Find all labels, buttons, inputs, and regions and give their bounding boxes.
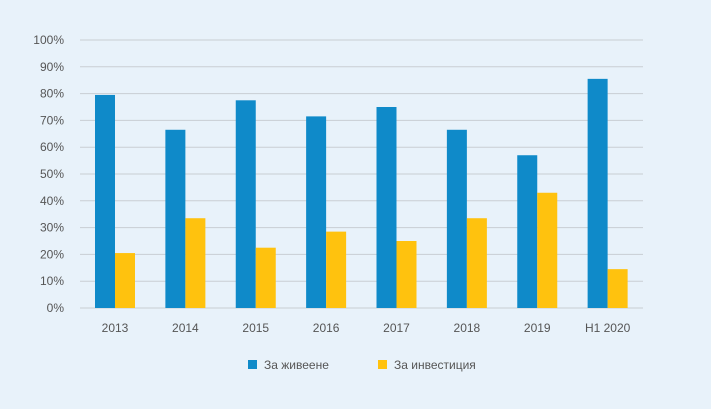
x-tick-label: 2014 [172, 321, 199, 335]
x-tick-label: 2013 [102, 321, 129, 335]
y-tick-label: 80% [40, 87, 64, 101]
x-tick-label: H1 2020 [585, 321, 631, 335]
bar-investment-2018 [466, 218, 487, 308]
legend: За живеене За инвестиция [248, 358, 476, 372]
y-tick-label: 70% [40, 113, 64, 127]
bar-living-2014 [165, 129, 186, 308]
bar-investment-2015 [255, 247, 276, 308]
legend-swatch-investment [378, 360, 387, 369]
legend-label-investment: За инвестиция [394, 358, 476, 372]
x-tick-label: 2015 [242, 321, 269, 335]
y-tick-label: 100% [33, 33, 64, 47]
y-tick-label: 10% [40, 274, 64, 288]
bar-living-2019 [517, 155, 538, 308]
y-tick-label: 60% [40, 140, 64, 154]
bar-living-2018 [446, 129, 467, 308]
y-tick-label: 90% [40, 60, 64, 74]
bar-investment-2017 [396, 241, 417, 308]
bar-investment-2014 [185, 218, 206, 308]
bar-living-H1-2020 [587, 78, 608, 308]
legend-label-living: За живеене [264, 358, 329, 372]
bar-investment-2016 [326, 231, 347, 308]
bar-living-2017 [376, 107, 397, 308]
y-axis-ticks: 0% 10% 20% 30% 40% 50% 60% 70% 80% 90% 100% [33, 33, 64, 315]
bar-living-2015 [235, 100, 256, 308]
y-tick-label: 30% [40, 221, 64, 235]
gridlines [80, 39, 643, 309]
y-tick-label: 40% [40, 194, 64, 208]
legend-swatch-living [248, 360, 257, 369]
x-axis-ticks: 2013 2014 2015 2016 2017 2018 2019 H1 2020 [102, 321, 631, 335]
y-tick-label: 50% [40, 167, 64, 181]
bar-investment-H1-2020 [607, 269, 628, 308]
bar-investment-2013 [115, 253, 135, 308]
y-tick-label: 20% [40, 247, 64, 261]
bar-living-2016 [306, 116, 327, 308]
x-tick-label: 2019 [524, 321, 551, 335]
x-tick-label: 2016 [313, 321, 340, 335]
y-tick-label: 0% [47, 301, 65, 315]
x-tick-label: 2018 [454, 321, 481, 335]
bar-investment-2019 [537, 192, 558, 308]
bars [95, 78, 628, 308]
bar-living-2013 [95, 94, 115, 308]
x-tick-label: 2017 [383, 321, 410, 335]
